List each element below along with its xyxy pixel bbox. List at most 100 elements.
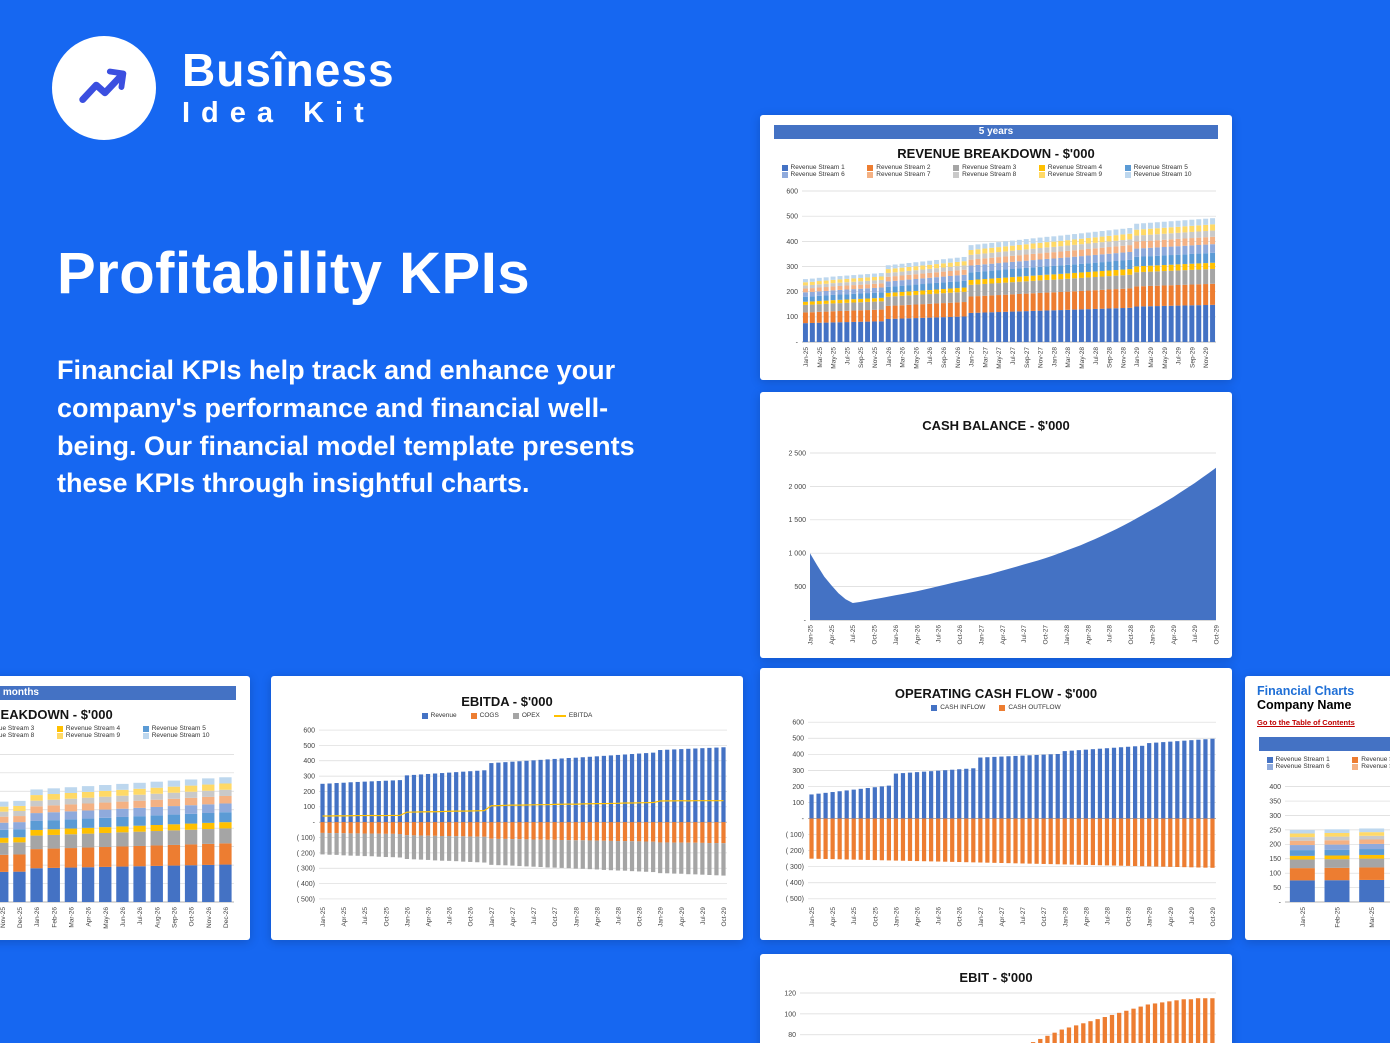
x-axis-label: Jul-27 bbox=[531, 907, 538, 925]
bar bbox=[1109, 1014, 1115, 1043]
bar-segment bbox=[1092, 262, 1098, 272]
bar bbox=[957, 769, 962, 819]
bar-segment bbox=[1141, 271, 1147, 287]
bar-segment bbox=[202, 790, 215, 797]
bar-segment bbox=[1044, 274, 1050, 280]
chart-title: REVENUE BREAKDOWN - $'000 bbox=[0, 707, 113, 722]
bar bbox=[1147, 818, 1152, 867]
bar-segment bbox=[64, 828, 78, 835]
legend-item: Revenue Stream 8 bbox=[0, 732, 57, 739]
bar-segment bbox=[99, 817, 112, 828]
x-axis-label: Nov-27 bbox=[1038, 347, 1045, 368]
bar-segment bbox=[1147, 271, 1153, 286]
legend-label: Revenue Stream 1 bbox=[790, 164, 845, 171]
y-axis-label: ( 400) bbox=[297, 881, 315, 888]
y-axis-label: 300 bbox=[792, 768, 804, 775]
bar bbox=[517, 761, 522, 823]
bar bbox=[545, 839, 550, 868]
bar bbox=[425, 822, 431, 836]
bar-segment bbox=[851, 281, 857, 286]
bar bbox=[1118, 747, 1124, 819]
y-axis-label: 150 bbox=[1269, 856, 1281, 863]
legend-label: Revenue bbox=[430, 712, 457, 719]
bar-segment bbox=[968, 249, 974, 255]
bar-segment bbox=[1203, 269, 1209, 285]
bar-segment bbox=[99, 785, 112, 791]
bar-segment bbox=[1289, 837, 1315, 841]
bar bbox=[1102, 1017, 1107, 1043]
bar-segment bbox=[802, 285, 808, 289]
bar bbox=[341, 782, 346, 823]
legend-label: Revenue Stream 3 bbox=[0, 725, 35, 732]
bar-segment bbox=[982, 279, 988, 284]
bar-segment bbox=[1175, 284, 1181, 306]
x-axis-label: Jul-25 bbox=[850, 625, 857, 643]
x-axis-label: Nov-29 bbox=[1203, 347, 1210, 368]
bar-segment bbox=[899, 305, 905, 319]
bar-segment bbox=[150, 781, 163, 788]
bar-segment bbox=[133, 845, 146, 867]
bar bbox=[362, 833, 367, 857]
bar-segment bbox=[1037, 253, 1043, 260]
bar bbox=[1160, 1002, 1165, 1043]
bar-segment bbox=[1134, 248, 1140, 257]
bar bbox=[1041, 754, 1046, 819]
bar bbox=[1104, 818, 1110, 866]
y-axis-label: ( 100) bbox=[297, 835, 315, 842]
bar-segment bbox=[851, 275, 857, 279]
bar-segment bbox=[809, 278, 815, 282]
bar bbox=[461, 771, 466, 823]
bar bbox=[1161, 818, 1166, 867]
legend-item: Revenue Stream 9 bbox=[1038, 171, 1125, 178]
bar-segment bbox=[1085, 243, 1091, 249]
bar-segment bbox=[1003, 277, 1009, 283]
bar-segment bbox=[996, 263, 1002, 271]
bar-segment bbox=[1058, 240, 1064, 247]
trend-arrow-icon bbox=[79, 68, 127, 104]
y-axis-label: - bbox=[796, 339, 799, 346]
bar-segment bbox=[1092, 248, 1098, 255]
bar-segment bbox=[1023, 260, 1029, 268]
bar bbox=[643, 822, 649, 842]
bar-segment bbox=[1120, 260, 1126, 270]
bar bbox=[475, 770, 480, 823]
legend-label: Revenue Stream 5 bbox=[1133, 164, 1188, 171]
bar bbox=[566, 840, 571, 869]
bar-segment bbox=[219, 795, 232, 804]
bar-segment bbox=[30, 835, 43, 850]
bar-segment bbox=[1127, 251, 1133, 260]
bar-segment bbox=[1085, 309, 1091, 342]
bar-segment bbox=[1359, 879, 1385, 902]
bar-segment bbox=[1175, 238, 1181, 247]
company-name: Company Name bbox=[1257, 698, 1352, 712]
x-axis-label: May-25 bbox=[831, 347, 838, 369]
bar-segment bbox=[1044, 242, 1050, 248]
bar-segment bbox=[1189, 269, 1195, 285]
bar-segment bbox=[202, 864, 215, 902]
table-of-contents-link[interactable]: Go to the Table of Contents bbox=[1257, 718, 1355, 727]
bar-segment bbox=[934, 272, 940, 278]
bar bbox=[538, 822, 543, 840]
bar-segment bbox=[1154, 222, 1160, 229]
bar bbox=[636, 753, 642, 823]
bar-segment bbox=[1078, 290, 1084, 310]
bar-segment bbox=[167, 786, 181, 793]
bar bbox=[622, 754, 628, 823]
bar-segment bbox=[1182, 264, 1188, 271]
bar-segment bbox=[184, 791, 198, 798]
x-axis-label: Jan-29 bbox=[1134, 347, 1141, 367]
bar-segment bbox=[968, 245, 974, 250]
bar bbox=[1111, 818, 1117, 866]
x-axis-label: Apr-28 bbox=[594, 907, 601, 927]
bar-segment bbox=[1003, 282, 1009, 295]
bar-segment bbox=[927, 272, 933, 278]
y-axis-label: ( 300) bbox=[297, 866, 315, 873]
bar-segment bbox=[934, 293, 940, 304]
x-axis-label: Jul-25 bbox=[851, 907, 858, 925]
bar-segment bbox=[947, 302, 953, 317]
bar bbox=[1196, 739, 1201, 819]
panel-revenue-breakdown-5y: 5 years REVENUE BREAKDOWN - $'000 Revenu… bbox=[760, 115, 1232, 380]
revenue_5y-plot: 600 500 400 300 200 100 -Jan-25 Mar-25 May-25 Jul… bbox=[786, 188, 1216, 369]
bar-segment bbox=[1289, 829, 1315, 834]
bar bbox=[665, 749, 670, 823]
